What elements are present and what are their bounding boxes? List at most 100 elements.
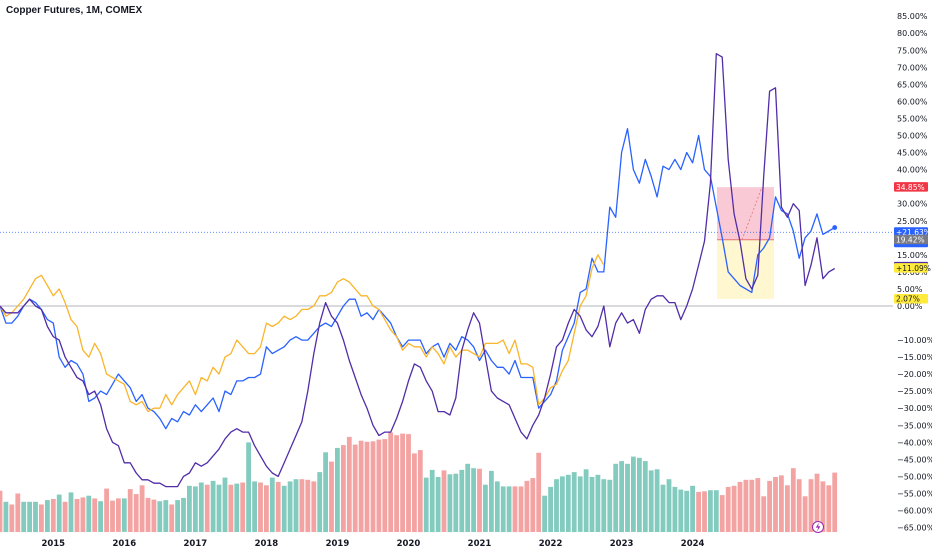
volume-bar xyxy=(388,432,394,532)
y-tick-label: 25.00% xyxy=(897,217,928,226)
x-tick-label: 2024 xyxy=(681,539,705,549)
volume-bar xyxy=(672,486,678,532)
y-tick-label: 15.00% xyxy=(897,251,928,260)
volume-bar xyxy=(423,477,429,533)
volume-bar xyxy=(613,463,619,532)
price-badge-label: 19.42% xyxy=(896,235,925,244)
volume-bar xyxy=(530,478,536,532)
volume-bar xyxy=(317,472,323,533)
volume-bar xyxy=(832,472,838,532)
chart-title: Copper Futures, 1M, COMEX xyxy=(6,5,143,16)
volume-bar xyxy=(175,500,180,532)
volume-bar xyxy=(631,456,636,532)
y-tick-label: 0.00% xyxy=(897,302,923,311)
y-tick-label: 65.00% xyxy=(897,80,928,89)
volume-bar xyxy=(222,477,228,533)
volume-bar xyxy=(39,504,44,532)
volume-bar xyxy=(619,461,624,533)
volume-bar xyxy=(595,474,601,532)
volume-bar xyxy=(696,491,701,532)
x-tick-label: 2018 xyxy=(255,539,279,549)
y-tick-label: −20.00% xyxy=(897,370,932,379)
x-tick-label: 2019 xyxy=(326,539,350,549)
volume-bar xyxy=(258,482,263,532)
volume-bar xyxy=(9,504,15,532)
volume-bar xyxy=(329,461,334,532)
volume-bar xyxy=(483,484,488,532)
volume-bar xyxy=(471,468,476,532)
volume-bar xyxy=(524,480,530,533)
volume-bar xyxy=(536,452,542,532)
volume-bar xyxy=(429,469,435,533)
volume-bar xyxy=(506,486,512,533)
volume-bar xyxy=(169,504,175,532)
y-tick-label: 30.00% xyxy=(897,200,928,209)
volume-bar xyxy=(275,481,281,532)
volume-bar xyxy=(400,433,405,532)
volume-bar xyxy=(749,479,755,533)
series-end-point xyxy=(832,225,838,230)
lightning-icon[interactable] xyxy=(812,521,824,533)
price-badge-label: +11.09% xyxy=(896,264,931,273)
volume-bar xyxy=(210,480,216,533)
volume-bar xyxy=(127,489,133,532)
volume-bar xyxy=(719,495,725,532)
volume-bar xyxy=(571,472,577,533)
volume-bar xyxy=(86,495,92,532)
volume-bar xyxy=(62,501,68,533)
volume-bar xyxy=(542,495,547,532)
lightning-icon-bolt xyxy=(815,522,821,532)
y-tick-label: 75.00% xyxy=(897,46,928,55)
price-axis: 85.00% 80.00% 75.00% 70.00% 65.00% 60.00% 55.0… xyxy=(897,12,932,532)
series-line-2[interactable] xyxy=(0,53,836,488)
y-tick-label: 40.00% xyxy=(897,166,928,175)
price-badge xyxy=(894,293,928,304)
volume-bar xyxy=(376,439,382,532)
volume-bar xyxy=(234,483,240,532)
volume-bar xyxy=(50,499,56,532)
volume-bar xyxy=(512,486,518,533)
y-tick-label: −40.00% xyxy=(897,438,932,447)
volume-bar xyxy=(323,452,328,533)
volume-bar xyxy=(198,482,204,532)
volume-bar xyxy=(305,479,311,533)
volume-bar xyxy=(157,501,163,532)
volume-bar xyxy=(98,501,103,532)
volume-bar xyxy=(335,447,340,533)
y-tick-label: 80.00% xyxy=(897,29,928,38)
x-tick-label: 2015 xyxy=(41,539,65,549)
volume-bar xyxy=(648,470,654,532)
volume-bar xyxy=(761,496,767,533)
volume-bar xyxy=(352,444,358,533)
volume-bar xyxy=(548,486,553,532)
x-tick-label: 2020 xyxy=(397,539,421,549)
volume-bar xyxy=(583,469,589,532)
y-tick-label: 85.00% xyxy=(897,12,928,21)
volume-bar xyxy=(808,479,814,532)
volume-bar xyxy=(666,479,672,532)
volume-bar xyxy=(133,494,139,533)
volume-bar xyxy=(678,489,684,532)
series-line-1[interactable] xyxy=(0,254,605,413)
price-badge xyxy=(894,234,928,245)
volume-bar xyxy=(364,441,370,532)
volume-bar xyxy=(755,478,761,532)
volume-bar xyxy=(607,479,613,533)
volume-layer xyxy=(0,432,838,533)
gain-range-box[interactable] xyxy=(717,239,774,299)
volume-bar xyxy=(453,473,459,532)
volume-bar xyxy=(518,486,524,533)
volume-bar xyxy=(625,463,630,532)
volume-bar xyxy=(104,488,109,533)
volume-bar xyxy=(370,441,376,533)
volume-bar xyxy=(660,484,666,532)
series-line-0[interactable] xyxy=(0,128,836,430)
volume-bar xyxy=(92,498,98,532)
volume-bar xyxy=(110,500,115,532)
volume-bar xyxy=(33,501,38,533)
volume-bar xyxy=(311,481,317,532)
volume-bar xyxy=(713,490,719,532)
volume-bar xyxy=(779,475,784,533)
y-tick-label: −10.00% xyxy=(897,336,932,345)
